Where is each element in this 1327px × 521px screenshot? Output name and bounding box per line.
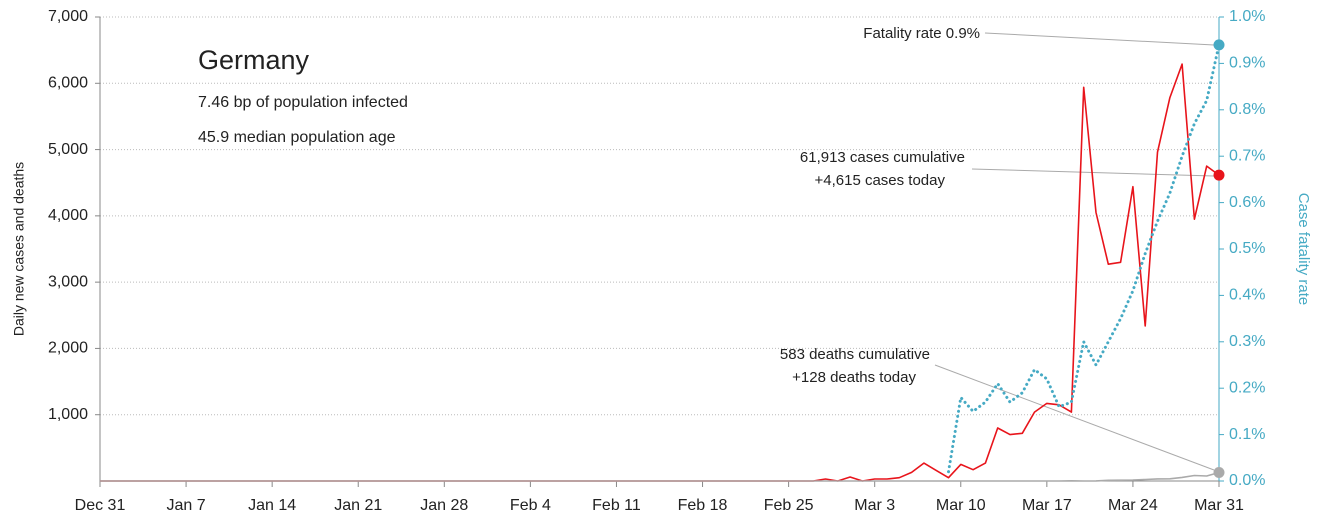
y2-tick-label: 0.8% (1229, 101, 1265, 118)
series-line (100, 63, 1220, 482)
series-line (947, 43, 1221, 474)
y2-tick-label: 0.2% (1229, 379, 1265, 396)
leader-line (971, 168, 1215, 177)
y-tick-label: 5,000 (48, 141, 88, 158)
y2-tick-label: 0.6% (1229, 194, 1265, 211)
annotation: +128 deaths today (792, 369, 916, 386)
y2-axis-label: Case fatality rate (1295, 193, 1312, 306)
end-dot (1213, 169, 1225, 181)
y2-tick-label: 0.1% (1229, 426, 1265, 443)
y-tick-label: 7,000 (48, 8, 88, 25)
x-tick-label: Mar 31 (1194, 497, 1244, 514)
y2-tick-label: 0.9% (1229, 55, 1265, 72)
x-tick-label: Feb 11 (592, 497, 641, 514)
x-tick-label: Feb 18 (678, 497, 728, 514)
x-tick-label: Mar 17 (1022, 497, 1072, 514)
x-tick-label: Feb 25 (764, 497, 814, 514)
annotation: +4,615 cases today (814, 172, 945, 189)
chart-title: Germany (198, 45, 310, 75)
y-tick-label: 1,000 (48, 406, 88, 423)
leader-line (984, 32, 1215, 46)
x-tick-label: Jan 28 (420, 497, 468, 514)
x-tick-label: Dec 31 (75, 497, 126, 514)
annotation: 583 deaths cumulative (780, 346, 930, 363)
leader-line (934, 364, 1215, 471)
y2-tick-label: 0.0% (1229, 472, 1265, 489)
x-tick-label: Mar 24 (1108, 497, 1158, 514)
x-tick-label: Mar 10 (936, 497, 986, 514)
y2-tick-label: 1.0% (1229, 8, 1265, 25)
y-tick-label: 2,000 (48, 340, 88, 357)
y2-tick-label: 0.3% (1229, 333, 1265, 350)
series-line (100, 471, 1220, 482)
y2-tick-label: 0.7% (1229, 147, 1265, 164)
y-tick-label: 4,000 (48, 207, 88, 224)
subtitle: 45.9 median population age (198, 129, 396, 146)
x-tick-label: Jan 14 (248, 497, 296, 514)
x-tick-label: Feb 4 (510, 497, 551, 514)
annotation: 61,913 cases cumulative (800, 149, 965, 166)
subtitle: 7.46 bp of population infected (198, 94, 408, 111)
y-axis-label: Daily new cases and deaths (11, 162, 27, 336)
end-dot (1213, 467, 1225, 479)
x-tick-label: Mar 3 (854, 497, 895, 514)
end-dot (1213, 39, 1225, 51)
y2-tick-label: 0.4% (1229, 287, 1265, 304)
x-tick-label: Jan 21 (334, 497, 382, 514)
y2-tick-label: 0.5% (1229, 240, 1265, 257)
y-tick-label: 6,000 (48, 75, 88, 92)
y-tick-label: 3,000 (48, 273, 88, 290)
x-tick-label: Jan 7 (167, 497, 206, 514)
annotation: Fatality rate 0.9% (863, 25, 980, 42)
